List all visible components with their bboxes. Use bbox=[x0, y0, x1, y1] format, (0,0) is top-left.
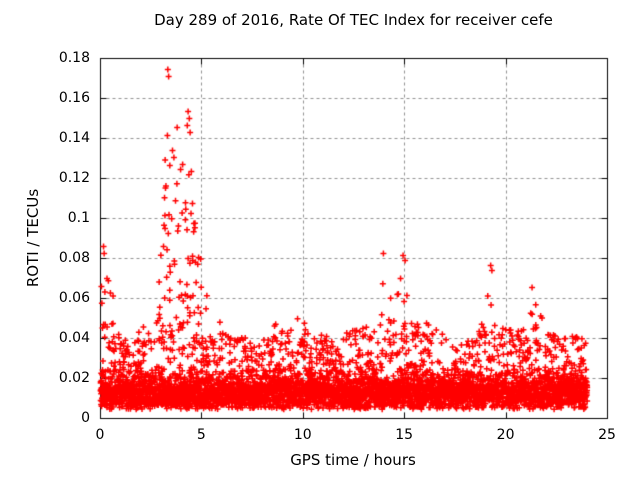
y-tick-label: 0.06 bbox=[58, 290, 90, 306]
y-tick-label: 0.16 bbox=[58, 90, 90, 106]
y-tick-label: 0.04 bbox=[58, 330, 90, 346]
x-tick-label: 20 bbox=[496, 427, 515, 443]
x-tick-label: 15 bbox=[395, 427, 414, 443]
y-tick-label: 0.02 bbox=[58, 370, 90, 386]
y-tick-label: 0.18 bbox=[58, 50, 90, 66]
y-axis-label: ROTI / TECUs bbox=[24, 188, 42, 288]
y-tick-label: 0.12 bbox=[58, 170, 90, 186]
y-tick-label: 0.14 bbox=[58, 130, 90, 146]
x-tick-label: 0 bbox=[95, 427, 105, 443]
x-tick-label: 5 bbox=[196, 427, 206, 443]
y-tick-label: 0.1 bbox=[67, 210, 90, 226]
chart-title: Day 289 of 2016, Rate Of TEC Index for r… bbox=[154, 11, 553, 29]
x-tick-label: 10 bbox=[293, 427, 312, 443]
x-axis-label: GPS time / hours bbox=[290, 451, 416, 469]
y-tick-label: 0.08 bbox=[58, 250, 90, 266]
y-tick-label: 0 bbox=[81, 410, 90, 426]
x-tick-label: 25 bbox=[598, 427, 616, 443]
